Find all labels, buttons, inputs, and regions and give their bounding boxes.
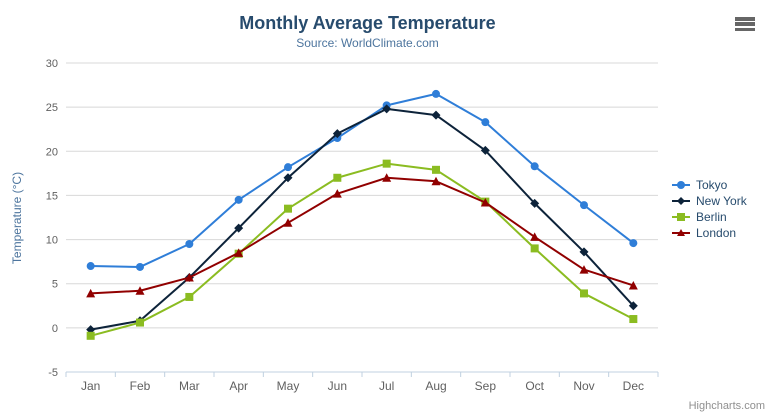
credits-link[interactable]: Highcharts.com	[688, 400, 765, 412]
series-tokyo[interactable]	[86, 89, 638, 271]
chart-subtitle: Source: WorldClimate.com	[296, 36, 439, 50]
y-axis-label: 30	[46, 58, 58, 70]
x-axis-label: Jun	[328, 379, 347, 393]
legend-item-london[interactable]: London	[671, 225, 747, 241]
y-axis-title: Temperature (°C)	[10, 171, 24, 265]
legend-marker-shape	[677, 229, 685, 236]
x-axis-label: Mar	[179, 379, 200, 393]
data-point-marker[interactable]	[480, 145, 490, 155]
legend-marker-shape	[677, 197, 685, 205]
data-point-marker[interactable]	[86, 288, 96, 298]
y-axis-label: 10	[46, 235, 58, 247]
berlin-legend-marker-icon	[672, 213, 690, 221]
x-axis-label: Apr	[229, 379, 248, 393]
legend-item-new-york[interactable]: New York	[671, 193, 747, 209]
data-point-marker[interactable]	[234, 195, 243, 204]
new-york-legend-marker-icon	[672, 197, 690, 205]
x-axis-label: Jan	[81, 379, 100, 393]
data-point-marker[interactable]	[432, 89, 440, 98]
data-point-marker[interactable]	[579, 265, 589, 274]
data-point-marker[interactable]	[629, 239, 638, 248]
data-point-marker[interactable]	[283, 173, 293, 183]
y-axis-label: -5	[48, 367, 58, 379]
london-legend-marker-icon	[672, 229, 690, 236]
data-point-marker[interactable]	[283, 218, 293, 227]
data-point-marker[interactable]	[332, 189, 342, 198]
data-point-marker[interactable]	[580, 289, 588, 298]
data-point-marker[interactable]	[382, 159, 391, 168]
data-point-marker[interactable]	[530, 244, 539, 253]
series-line-new-york[interactable]	[89, 107, 635, 331]
data-point-marker[interactable]	[628, 280, 638, 290]
legend-label: New York	[696, 194, 747, 208]
tokyo-legend-marker-icon	[672, 181, 690, 189]
data-point-marker[interactable]	[431, 176, 441, 186]
legend-label: London	[696, 226, 737, 240]
y-axis-label: 25	[46, 102, 58, 114]
x-axis-label: Nov	[573, 379, 594, 393]
data-point-marker[interactable]	[135, 286, 145, 295]
data-point-marker[interactable]	[481, 118, 490, 127]
series-line-tokyo[interactable]	[89, 92, 635, 268]
series-london[interactable]	[86, 173, 638, 298]
data-point-marker[interactable]	[86, 262, 95, 271]
y-axis-label: 5	[52, 279, 58, 291]
data-point-marker[interactable]	[530, 232, 540, 241]
x-axis-label: Oct	[525, 379, 544, 393]
x-axis-label: Aug	[425, 379, 446, 393]
data-point-marker[interactable]	[628, 301, 638, 311]
x-axis-label: Jul	[379, 379, 394, 393]
data-point-marker[interactable]	[431, 110, 441, 120]
y-axis-label: 0	[52, 323, 58, 335]
data-point-marker[interactable]	[382, 104, 392, 114]
legend-marker-shape	[677, 213, 685, 221]
data-point-marker[interactable]	[234, 223, 244, 233]
data-point-marker[interactable]	[185, 239, 194, 248]
x-axis-label: Dec	[623, 379, 644, 393]
data-point-marker[interactable]	[580, 201, 588, 210]
data-point-marker[interactable]	[234, 248, 244, 257]
series-new-york[interactable]	[86, 104, 638, 335]
legend: Tokyo New York Berlin London	[671, 177, 747, 241]
data-point-marker[interactable]	[284, 163, 292, 172]
data-point-marker[interactable]	[530, 162, 539, 171]
legend-label: Tokyo	[696, 178, 728, 192]
series-line-berlin[interactable]	[89, 162, 635, 337]
data-point-marker[interactable]	[136, 318, 144, 327]
data-point-marker[interactable]	[382, 173, 392, 182]
data-point-marker[interactable]	[284, 204, 292, 213]
legend-item-berlin[interactable]: Berlin	[671, 209, 747, 225]
x-axis-label: May	[277, 379, 300, 393]
data-point-marker[interactable]	[579, 247, 589, 257]
x-axis-label: Sep	[475, 379, 497, 393]
y-axis-label: 15	[46, 190, 58, 202]
data-point-marker[interactable]	[629, 315, 638, 324]
data-point-marker[interactable]	[332, 129, 342, 139]
hamburger-menu-icon[interactable]	[733, 15, 757, 33]
y-axis-label: 20	[46, 146, 58, 158]
data-point-marker[interactable]	[530, 198, 540, 208]
x-axis-label: Feb	[130, 379, 151, 393]
legend-marker-shape	[677, 181, 685, 189]
data-point-marker[interactable]	[136, 262, 144, 271]
data-point-marker[interactable]	[333, 173, 342, 182]
data-point-marker[interactable]	[480, 197, 490, 207]
chart-title: Monthly Average Temperature	[239, 13, 496, 33]
legend-item-tokyo[interactable]: Tokyo	[671, 177, 747, 193]
data-point-marker[interactable]	[86, 331, 95, 340]
menu-bar	[735, 27, 755, 31]
menu-bar	[735, 17, 755, 21]
legend-label: Berlin	[696, 210, 727, 224]
data-point-marker[interactable]	[432, 165, 440, 174]
menu-bar	[735, 22, 755, 26]
data-point-marker[interactable]	[184, 273, 194, 282]
data-point-marker[interactable]	[185, 292, 194, 301]
series-line-london[interactable]	[89, 176, 635, 295]
